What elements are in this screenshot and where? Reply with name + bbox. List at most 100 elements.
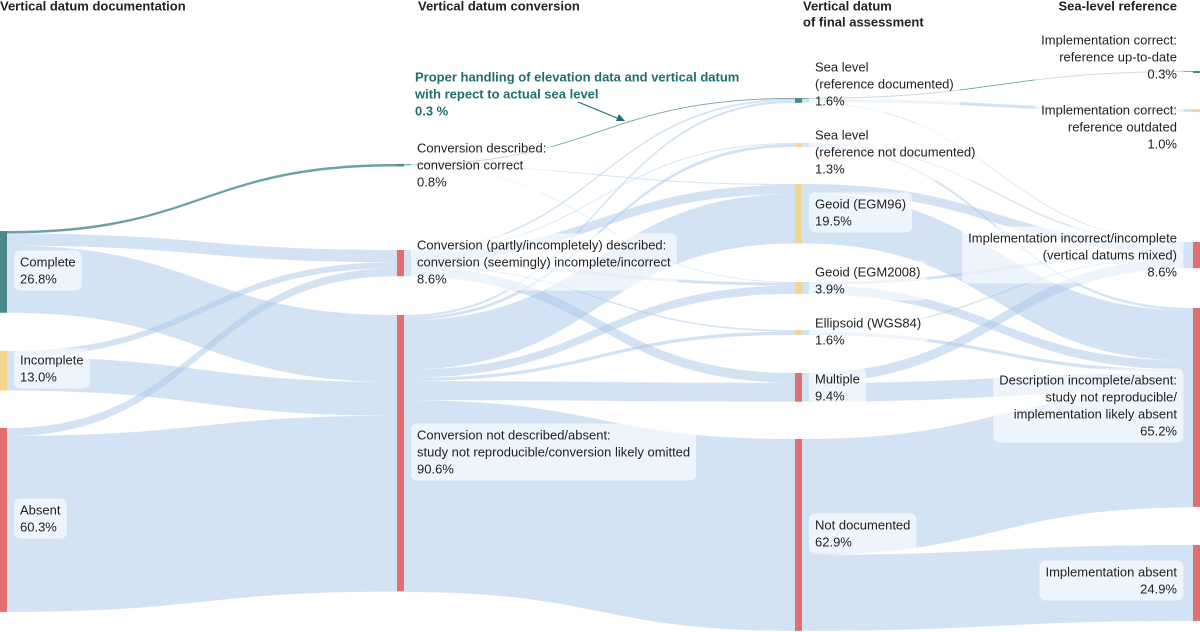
node-label-line: Ellipsoid (WGS84) bbox=[815, 315, 921, 330]
column-title: Vertical datum documentation bbox=[0, 0, 186, 13]
node-label: Geoid (EGM2008) 3.9% bbox=[809, 260, 927, 301]
node-label-line: Description incomplete/absent: bbox=[999, 372, 1177, 387]
column-title: Vertical datum conversion bbox=[418, 0, 580, 13]
node-label-line: Complete bbox=[20, 254, 76, 269]
node-bar bbox=[795, 439, 802, 631]
node-label-line: reference up-to-date bbox=[1059, 49, 1177, 64]
links bbox=[7, 71, 1193, 631]
node-label-line: Sea level bbox=[815, 59, 869, 74]
node-bar bbox=[795, 282, 802, 294]
node-label: Not documented 62.9% bbox=[809, 513, 917, 554]
node-label-line: reference outdated bbox=[1068, 119, 1177, 134]
label-background bbox=[993, 368, 1184, 443]
annotation-arrow bbox=[577, 101, 623, 121]
node-label: Sea level (reference not documented) 1.3% bbox=[809, 123, 982, 181]
node-label-line: conversion correct bbox=[417, 157, 524, 172]
flow-link bbox=[404, 331, 795, 382]
node-bar bbox=[397, 164, 404, 167]
node-label-line: (reference documented) bbox=[815, 76, 954, 91]
node-label-line: Implementation absent bbox=[1045, 564, 1177, 579]
annotation: Proper handling of elevation data and ve… bbox=[414, 69, 739, 121]
node-label-line: Conversion (partly/incompletely) describ… bbox=[417, 237, 666, 252]
label-background bbox=[411, 423, 697, 481]
flow-link bbox=[404, 98, 795, 165]
node-value-label: 0.3% bbox=[1147, 66, 1177, 81]
node-bar bbox=[1193, 109, 1200, 113]
node-label: Implementation correct: reference up-to-d… bbox=[1035, 28, 1184, 86]
flow-link bbox=[7, 262, 397, 358]
flow-link bbox=[7, 164, 397, 234]
node-label-line: Implementation incorrect/incomplete bbox=[968, 230, 1177, 245]
label-background bbox=[14, 348, 90, 389]
label-background bbox=[14, 498, 67, 539]
node-value-label: 1.6% bbox=[815, 332, 845, 347]
node-bar bbox=[795, 373, 802, 402]
label-background bbox=[14, 250, 82, 291]
node-label-line: (reference not documented) bbox=[815, 144, 975, 159]
node-label: Conversion not described/absent: study no… bbox=[411, 423, 697, 481]
node-label-line: Conversion described: bbox=[417, 140, 546, 155]
node-label-line: implementation likely absent bbox=[1014, 406, 1178, 421]
node-value-label: 62.9% bbox=[815, 534, 852, 549]
flow-link bbox=[7, 357, 397, 416]
node-bar bbox=[1193, 545, 1200, 621]
flow-link bbox=[404, 98, 795, 252]
node-label-line: Incomplete bbox=[20, 352, 84, 367]
node-value-label: 1.3% bbox=[815, 161, 845, 176]
node-value-label: 13.0% bbox=[20, 369, 57, 384]
node-bar bbox=[1193, 308, 1200, 507]
node-bar bbox=[397, 250, 404, 277]
column-title: Vertical datum bbox=[803, 0, 892, 13]
arrow-head bbox=[616, 114, 625, 121]
flow-link bbox=[802, 285, 1193, 370]
label-background bbox=[809, 55, 960, 113]
node-value-label: 9.4% bbox=[815, 388, 845, 403]
node-label-line: Conversion not described/absent: bbox=[417, 427, 611, 442]
column-title: of final assessment bbox=[803, 14, 924, 29]
flow-link bbox=[404, 143, 795, 253]
label-background bbox=[809, 311, 928, 352]
flow-link bbox=[802, 71, 1193, 99]
flow-link bbox=[802, 258, 1193, 384]
flow-link bbox=[802, 331, 1193, 373]
flow-link bbox=[404, 381, 795, 402]
node-label: Description incomplete/absent: study not … bbox=[993, 368, 1184, 443]
node-label: Absent 60.3% bbox=[14, 498, 67, 539]
node-value-label: 8.6% bbox=[417, 271, 447, 286]
flow-link bbox=[802, 184, 1193, 254]
node-label: Implementation correct: reference outdate… bbox=[1035, 98, 1184, 156]
flow-link bbox=[7, 233, 397, 263]
node-label-line: Implementation correct: bbox=[1041, 102, 1177, 117]
labels: Complete 26.8% Incomplete 13.0% Absent 60.3% C… bbox=[14, 28, 1184, 601]
node-value-label: 24.9% bbox=[1140, 581, 1177, 596]
node-label-line: Implementation correct: bbox=[1041, 32, 1177, 47]
label-background bbox=[1039, 560, 1184, 601]
label-background bbox=[809, 367, 866, 408]
node-value-label: 1.0% bbox=[1147, 136, 1177, 151]
label-background bbox=[1035, 98, 1184, 156]
node-label: Complete 26.8% bbox=[14, 250, 82, 291]
flow-link bbox=[802, 101, 1193, 243]
node-label-line: Geoid (EGM2008) bbox=[815, 264, 921, 279]
node-bar bbox=[795, 98, 802, 103]
flow-link bbox=[7, 415, 397, 612]
node-value-label: 60.3% bbox=[20, 519, 57, 534]
node-label: Implementation incorrect/incomplete (vert… bbox=[962, 226, 1184, 284]
label-background bbox=[809, 260, 927, 301]
node-label-line: conversion (seemingly) incomplete/incorr… bbox=[417, 254, 671, 269]
node-value-label: 65.2% bbox=[1140, 423, 1177, 438]
label-background bbox=[809, 123, 982, 181]
node-bar bbox=[0, 428, 7, 612]
node-label: Incomplete 13.0% bbox=[14, 348, 90, 389]
node-label: Conversion (partly/incompletely) describ… bbox=[411, 233, 677, 291]
label-background bbox=[809, 192, 913, 233]
node-label: Conversion described: conversion correct 0… bbox=[411, 136, 553, 194]
node-label-line: study not reproducible/conversion likely… bbox=[417, 444, 690, 459]
node-bar bbox=[795, 184, 802, 244]
node-value-label: 90.6% bbox=[417, 461, 454, 476]
node-label: Geoid (EGM96) 19.5% bbox=[809, 192, 913, 233]
node-value-label: 8.6% bbox=[1147, 264, 1177, 279]
node-value-label: 0.8% bbox=[417, 174, 447, 189]
annotation-text: Proper handling of elevation data and ve… bbox=[415, 69, 739, 84]
flow-link bbox=[7, 245, 397, 383]
